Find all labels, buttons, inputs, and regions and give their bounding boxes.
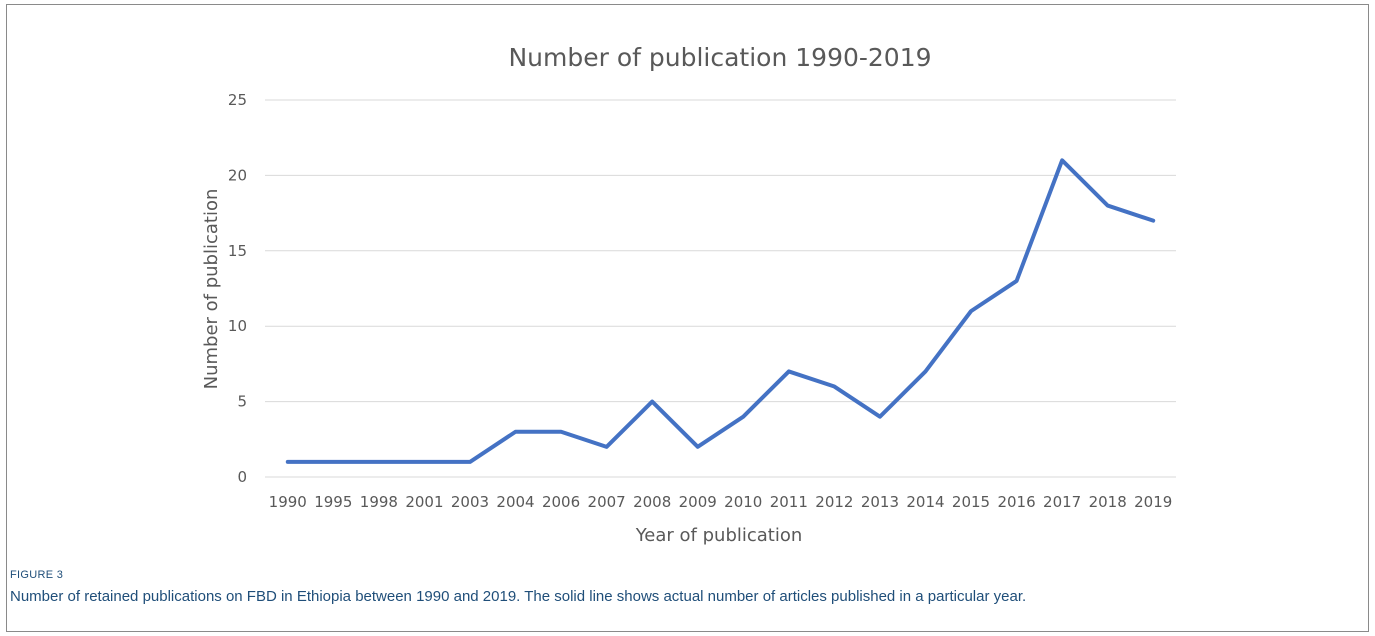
x-tick-label: 2001 — [405, 493, 443, 511]
x-tick-label: 1998 — [360, 493, 398, 511]
y-tick-label: 5 — [237, 393, 247, 411]
x-tick-label: 1995 — [314, 493, 352, 511]
x-tick-label: 2017 — [1043, 493, 1081, 511]
y-tick-label: 0 — [237, 468, 247, 486]
x-tick-label: 2007 — [588, 493, 626, 511]
x-tick-label: 2016 — [997, 493, 1035, 511]
x-tick-label: 1990 — [269, 493, 307, 511]
x-tick-label: 2019 — [1134, 493, 1172, 511]
x-axis-ticks: 1990 1995 1998 2001 2003 2004 2006 2007 2008 2009… — [269, 493, 1173, 511]
line-chart: Number of publication 1990-2019 0 5 10 15 20… — [201, 43, 1176, 546]
y-axis-ticks: 0 5 10 15 20 25 — [228, 91, 247, 486]
x-tick-label: 2009 — [679, 493, 717, 511]
x-tick-label: 2013 — [861, 493, 899, 511]
x-tick-label: 2012 — [815, 493, 853, 511]
series — [285, 158, 1156, 464]
y-tick-label: 15 — [228, 242, 247, 260]
figure-frame — [6, 4, 1369, 632]
series-line — [285, 158, 1156, 464]
y-tick-label: 20 — [228, 166, 247, 184]
x-tick-label: 2010 — [724, 493, 762, 511]
figure-label: FIGURE 3 — [10, 569, 64, 581]
x-tick-label: 2015 — [952, 493, 990, 511]
x-tick-label: 2003 — [451, 493, 489, 511]
x-tick-label: 2014 — [906, 493, 944, 511]
gridlines — [265, 99, 1176, 478]
figure-caption: Number of retained publications on FBD i… — [10, 588, 1027, 605]
y-axis-title: Number of publication — [201, 189, 222, 390]
y-tick-label: 25 — [228, 91, 247, 109]
x-tick-label: 2018 — [1089, 493, 1127, 511]
x-tick-label: 2006 — [542, 493, 580, 511]
x-tick-label: 2011 — [770, 493, 808, 511]
x-axis-title: Year of publication — [635, 525, 803, 546]
x-tick-label: 2004 — [496, 493, 534, 511]
chart-title: Number of publication 1990-2019 — [508, 43, 931, 72]
y-tick-label: 10 — [228, 317, 247, 335]
x-tick-label: 2008 — [633, 493, 671, 511]
